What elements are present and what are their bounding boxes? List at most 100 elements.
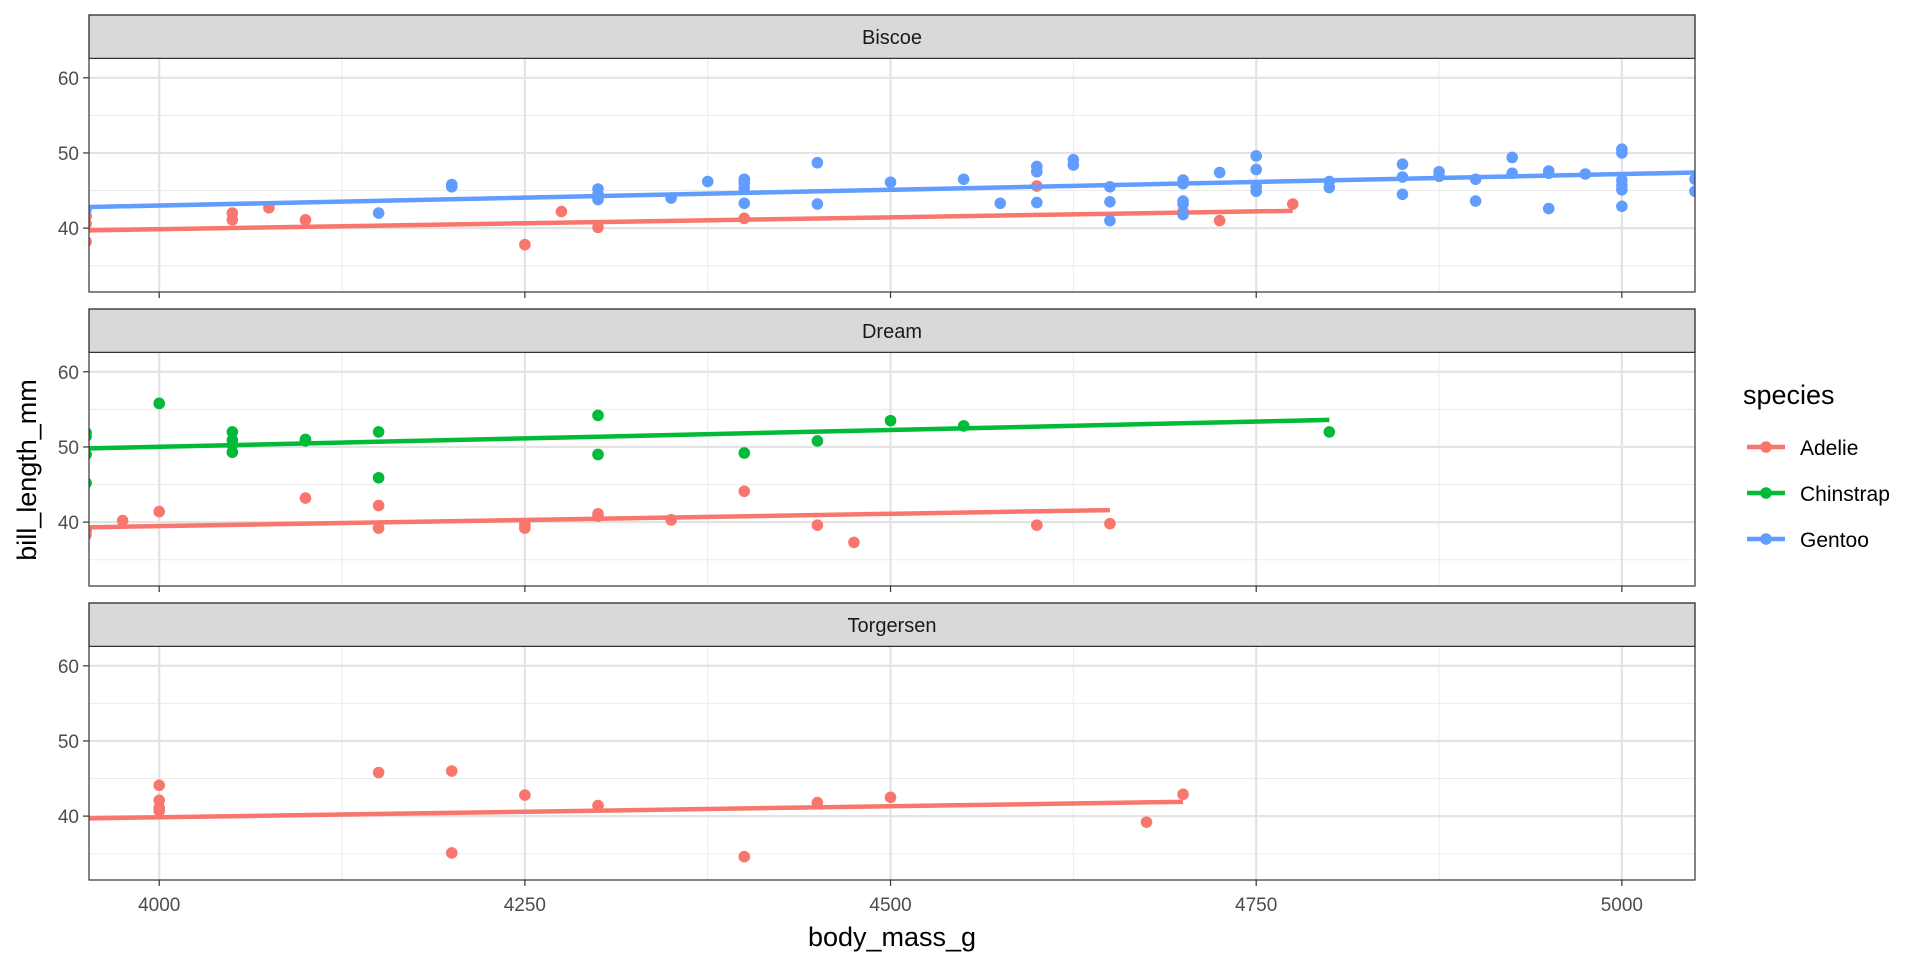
data-point	[1213, 166, 1226, 179]
data-point	[1616, 200, 1628, 213]
legend-label: Chinstrap	[1800, 483, 1890, 506]
y-tick-label: 40	[58, 219, 79, 240]
regression-line-adelie	[89, 799, 1184, 821]
y-tick-label: 40	[58, 513, 79, 534]
data-point	[738, 197, 751, 210]
data-point	[89, 449, 92, 460]
data-point	[372, 766, 385, 779]
data-point	[738, 850, 751, 863]
data-point	[445, 178, 458, 191]
legend: species Adelie Chinstrap Gentoo	[1743, 380, 1890, 552]
data-point	[1433, 165, 1445, 178]
data-point	[89, 236, 92, 247]
data-point	[89, 478, 92, 489]
data-point	[592, 448, 604, 461]
regression-line-chinstrap	[89, 417, 1330, 451]
data-point	[1616, 174, 1628, 186]
facet-strip-label: Dream	[862, 321, 922, 343]
facet-strip	[88, 14, 1696, 60]
facet-panel-torgersen: Torgersen 40 50 60 4000 4250 4500 4750 5000	[58, 602, 1696, 916]
legend-key-point	[1760, 533, 1772, 545]
y-tick-label: 60	[58, 363, 79, 384]
legend-title: species	[1743, 380, 1835, 410]
data-point	[372, 499, 385, 512]
panel-data	[89, 765, 1189, 863]
data-point	[153, 779, 166, 792]
x-tick-label: 4500	[869, 895, 911, 916]
data-point	[1031, 196, 1043, 209]
data-point	[1031, 519, 1043, 531]
data-point	[519, 789, 531, 801]
data-point	[811, 435, 824, 447]
data-point	[445, 765, 458, 777]
data-point	[299, 214, 312, 226]
data-point	[811, 198, 824, 210]
regression-line-adelie	[89, 507, 1110, 530]
data-point	[519, 238, 531, 251]
x-tick-label: 4250	[504, 895, 546, 916]
series-adelie	[89, 485, 1116, 549]
data-point	[592, 409, 604, 422]
data-point	[372, 426, 385, 438]
y-tick-label: 60	[58, 657, 79, 678]
data-point	[299, 492, 312, 504]
data-point	[1177, 208, 1189, 221]
data-point	[1031, 160, 1043, 173]
data-point	[848, 536, 860, 549]
data-point	[1213, 214, 1226, 227]
facet-strip-label: Torgersen	[848, 615, 937, 637]
data-point	[1469, 195, 1482, 207]
data-point	[738, 447, 751, 459]
facet-panel-dream: Dream 40 50 60	[58, 308, 1696, 592]
facet-strip	[88, 602, 1696, 648]
data-point	[1689, 173, 1695, 186]
y-tick-label: 60	[58, 69, 79, 90]
data-point	[1286, 198, 1299, 210]
data-point	[592, 183, 604, 195]
data-point	[89, 427, 92, 438]
data-point	[1140, 816, 1153, 828]
grid-lines	[89, 647, 1695, 880]
data-point	[153, 505, 166, 518]
data-point	[1250, 150, 1263, 162]
data-point	[1689, 185, 1695, 198]
x-tick-label: 4000	[138, 895, 180, 916]
series-chinstrap	[89, 397, 1336, 489]
y-tick-label: 50	[58, 438, 79, 459]
data-point	[372, 522, 385, 534]
x-axis-title: body_mass_g	[808, 922, 976, 952]
legend-label: Gentoo	[1800, 529, 1869, 552]
regression-line-gentoo	[89, 170, 1695, 210]
data-point	[1396, 158, 1409, 171]
data-point	[1104, 517, 1116, 530]
data-point	[994, 197, 1007, 210]
data-point	[1250, 163, 1263, 176]
data-point	[1104, 196, 1116, 208]
x-tick-label: 5000	[1601, 895, 1643, 916]
legend-entry-chinstrap: Chinstrap	[1747, 483, 1890, 506]
data-point	[153, 397, 166, 410]
plot-area	[89, 353, 1695, 586]
legend-key-point	[1760, 487, 1772, 499]
data-point	[1542, 202, 1555, 215]
data-point	[957, 173, 970, 186]
data-point	[153, 794, 166, 807]
data-point	[445, 847, 458, 859]
legend-entry-gentoo: Gentoo	[1747, 529, 1869, 552]
y-tick-label: 50	[58, 144, 79, 165]
plot-area	[89, 647, 1695, 880]
data-point	[738, 173, 751, 186]
data-point	[1067, 153, 1080, 166]
data-point	[372, 471, 385, 484]
facet-strip-label: Biscoe	[862, 27, 922, 49]
y-tick-label: 40	[58, 807, 79, 828]
data-point	[1506, 151, 1518, 164]
facet-panel-biscoe: Biscoe 40 50 60	[58, 14, 1696, 298]
legend-key-point	[1760, 441, 1772, 453]
data-point	[1616, 143, 1628, 155]
data-point	[1104, 214, 1116, 227]
data-point	[1323, 426, 1336, 438]
data-point	[592, 221, 604, 234]
